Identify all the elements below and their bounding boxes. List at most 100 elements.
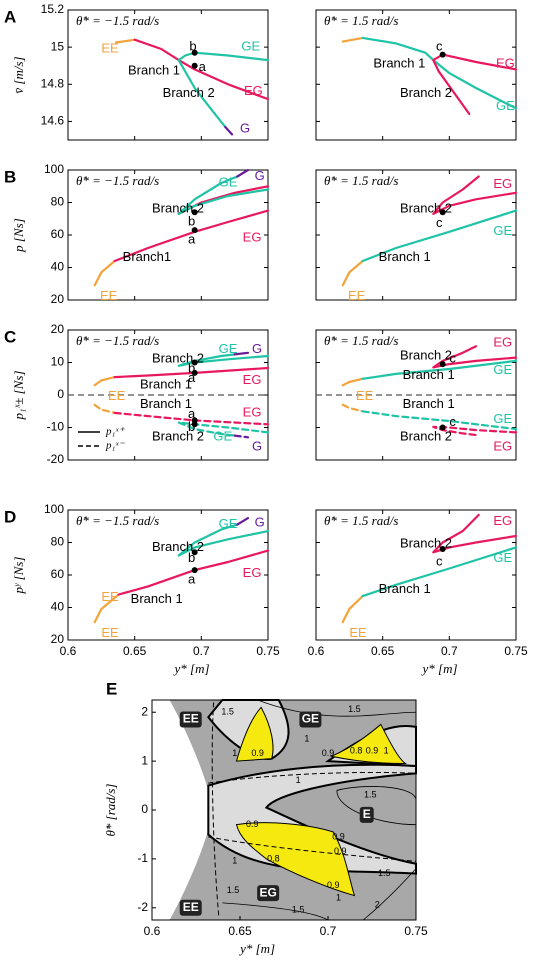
region-label: EE (183, 712, 199, 726)
panel-letter: E (106, 679, 117, 698)
series-ge (177, 175, 270, 215)
annotation-label: Branch1 (123, 249, 171, 264)
panel-letter: B (4, 167, 16, 186)
series-ge (361, 209, 518, 263)
annotation-label: GE (219, 341, 238, 356)
contour-label: 0.9 (334, 846, 347, 856)
bifurcation-point (191, 549, 198, 556)
panel-letter: D (4, 507, 16, 526)
region-yellow (235, 822, 356, 897)
annotation-label: b (189, 39, 196, 54)
annotation-label: Branch 1 (140, 377, 192, 392)
series-g (236, 168, 250, 178)
y-tick-label: 80 (51, 195, 65, 209)
panel-letter: C (4, 327, 16, 346)
annotation-label: EG (493, 334, 512, 349)
annotation-label: a (188, 231, 196, 246)
bifurcation-point (191, 49, 198, 56)
region-label-box (299, 711, 322, 728)
contour-label: 0.9 (332, 831, 345, 841)
axes-frame (67, 509, 269, 641)
y-tick-label: 40 (51, 600, 65, 614)
contour-label: 1.5 (348, 704, 361, 714)
y-tick-label: 20 (51, 292, 65, 306)
annotation-label: Branch 1 (131, 591, 183, 606)
annotation-label: EG (493, 513, 512, 528)
y-tick-label: 1 (141, 753, 148, 767)
annotation-label: c (436, 215, 443, 230)
series-ee (93, 593, 120, 624)
series-ee (341, 36, 364, 43)
subplot-A-right: θ̇* = 1.5 rad/s Branch 1 Branch 2 c EG GE (315, 9, 518, 141)
series-ee (341, 259, 364, 287)
x-tick-label: 0.7 (320, 924, 337, 938)
region-yellow (235, 706, 274, 762)
subplot-title: θ̇* = 1.5 rad/s (324, 333, 398, 348)
series-ee (114, 38, 136, 44)
bifurcation-point (191, 567, 198, 574)
annotation-label: Branch 2 (152, 539, 204, 554)
axes-frame (67, 9, 269, 141)
annotation-label: Branch 2 (400, 85, 452, 100)
bifurcation-point (191, 359, 198, 366)
annotation-label: Branch 1 (140, 396, 192, 411)
y-axis-label: θ̇* [rad/s] (103, 784, 118, 837)
series-ee (93, 376, 116, 387)
bifurcation-point (191, 421, 198, 428)
y-tick-label: 10 (51, 355, 65, 369)
contour-label: 0.9 (366, 746, 379, 756)
contour-label: 1.5 (292, 905, 305, 915)
annotation-label: GE (493, 411, 512, 426)
bifurcation-point (439, 424, 446, 431)
annotation-label: Branch 2 (400, 536, 452, 551)
contour-label: 0.9 (251, 748, 264, 758)
subplot-title: θ̇* = −1.5 rad/s (76, 513, 159, 528)
annotation-label: EG (496, 55, 515, 70)
annotation-label: a (188, 406, 196, 421)
series-eg (432, 175, 518, 215)
y-tick-label: 60 (51, 227, 65, 241)
contour-label: 0.9 (246, 819, 259, 829)
annotation-label: b (188, 419, 195, 434)
x-tick-label: 0.65 (228, 924, 252, 938)
annotation-label: EG (493, 438, 512, 453)
contour-label: 1.5 (378, 868, 391, 878)
y-axis-label: v̄ [m/s] (11, 56, 26, 93)
region-label: EG (259, 885, 276, 899)
annotation-label: Branch 1 (379, 249, 431, 264)
y-tick-label: -1 (137, 851, 148, 865)
x-tick-label: 0.6 (60, 644, 77, 658)
series-ee (341, 595, 364, 624)
series-g (233, 351, 250, 356)
x-axis-label: y* [m] (420, 661, 457, 676)
series-ge (361, 359, 518, 380)
annotation-label: c (449, 414, 456, 429)
annotation-label: Branch 1 (379, 581, 431, 596)
contour-label: 2 (375, 900, 380, 910)
series-eg (113, 366, 270, 379)
series-eg (432, 345, 518, 369)
region-label-box (359, 806, 374, 823)
annotation-label: b (188, 213, 195, 228)
contour-label: 0.9 (327, 880, 340, 890)
annotation-label: GE (496, 98, 515, 113)
dashed-boundary (208, 771, 417, 784)
y-tick-label: -2 (137, 900, 148, 914)
dashed-boundary (208, 836, 417, 862)
annotation-label: b (188, 550, 195, 565)
annotation-label: G (252, 341, 262, 356)
legend-label: p₁ˣ⁺ (105, 426, 125, 438)
annotation-label: EG (243, 372, 262, 387)
subplot-title: θ̇* = −1.5 rad/s (76, 13, 159, 28)
series-g (236, 517, 250, 526)
annotation-label: G (255, 514, 265, 529)
y-tick-label: 20 (51, 322, 65, 336)
annotation-label: G (240, 120, 250, 135)
series-ee (93, 259, 116, 287)
annotation-label: a (188, 370, 196, 385)
region-yellow (329, 723, 408, 765)
region-label-box (179, 711, 202, 728)
y-tick-label: 20 (51, 632, 65, 646)
